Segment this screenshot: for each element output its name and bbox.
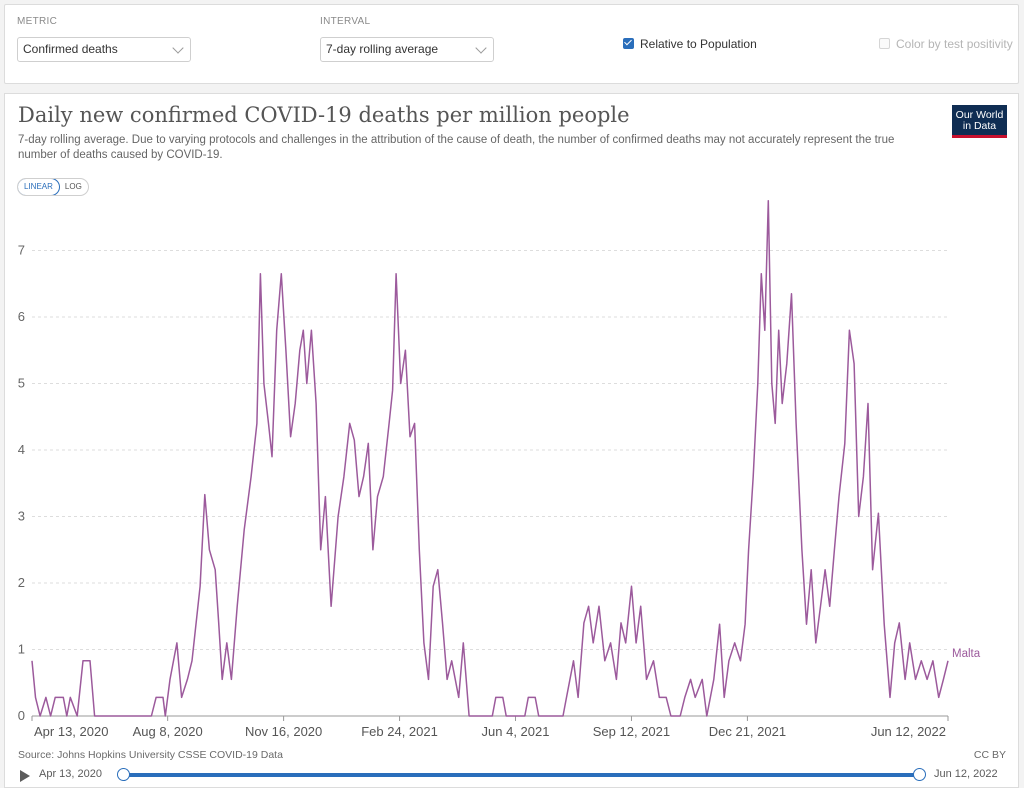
- series-line-malta: [31, 199, 949, 717]
- timeline-range-track[interactable]: [124, 773, 921, 777]
- x-tick-label: Jun 12, 2022: [871, 724, 946, 739]
- log-scale-button[interactable]: LOG: [64, 182, 82, 191]
- relative-to-population-label[interactable]: Relative to Population: [640, 37, 757, 51]
- interval-select-value: 7-day rolling average: [326, 42, 439, 56]
- x-tick-label: Dec 21, 2021: [709, 724, 786, 739]
- series-label: Malta: [952, 648, 981, 660]
- x-tick-label: Nov 16, 2020: [245, 724, 322, 739]
- y-tick-label: 3: [18, 509, 25, 524]
- metric-label: METRIC: [17, 16, 58, 27]
- owid-logo[interactable]: Our World in Data: [952, 105, 1007, 138]
- chart-title: Daily new confirmed COVID-19 deaths per …: [18, 103, 630, 127]
- chevron-down-icon: [475, 42, 487, 54]
- license-link[interactable]: CC BY: [973, 749, 1006, 761]
- x-tick-label: Apr 13, 2020: [34, 724, 108, 739]
- timeline-end-label: Jun 12, 2022: [934, 768, 998, 780]
- x-tick-label: Jun 4, 2021: [482, 724, 550, 739]
- logo-accent-bar: [952, 135, 1007, 138]
- x-tick-label: Feb 24, 2021: [361, 724, 438, 739]
- interval-select[interactable]: 7-day rolling average: [320, 37, 494, 62]
- metric-select[interactable]: Confirmed deaths: [17, 37, 191, 62]
- y-tick-label: 2: [18, 575, 25, 590]
- source-note: Source: Johns Hopkins University CSSE CO…: [18, 749, 283, 761]
- logo-line-1: Our World: [955, 109, 1004, 121]
- timeline: Apr 13, 2020 Jun 12, 2022: [5, 764, 1018, 786]
- chart-card: Daily new confirmed COVID-19 deaths per …: [4, 93, 1019, 788]
- color-by-test-positivity-label[interactable]: Color by test positivity: [896, 37, 1013, 51]
- scale-toggle: LINEAR LOG: [17, 178, 89, 196]
- y-tick-label: 7: [18, 243, 25, 258]
- metric-select-value: Confirmed deaths: [23, 42, 118, 56]
- y-tick-label: 0: [18, 708, 25, 723]
- play-icon[interactable]: [20, 770, 30, 782]
- timeline-start-handle[interactable]: [117, 768, 130, 781]
- controls-panel: METRIC Confirmed deaths INTERVAL 7-day r…: [4, 4, 1019, 84]
- x-tick-label: Sep 12, 2021: [593, 724, 670, 739]
- interval-label: INTERVAL: [320, 16, 371, 27]
- y-tick-label: 1: [18, 642, 25, 657]
- timeline-end-handle[interactable]: [913, 768, 926, 781]
- chart-subtitle: 7-day rolling average. Due to varying pr…: [18, 134, 895, 161]
- y-tick-label: 5: [18, 376, 25, 391]
- color-by-test-positivity-checkbox[interactable]: [879, 38, 890, 49]
- logo-line-2: in Data: [962, 120, 997, 132]
- linear-scale-button[interactable]: LINEAR: [17, 179, 60, 195]
- chevron-down-icon: [172, 42, 184, 54]
- y-tick-label: 4: [18, 442, 25, 457]
- line-chart: 0 1 2 3 4 5 6 7 Apr 13, 2020 Aug 8, 2020 Nov 16, 2…: [18, 199, 981, 739]
- relative-to-population-checkbox[interactable]: [623, 38, 634, 49]
- x-tick-label: Aug 8, 2020: [133, 724, 203, 739]
- y-tick-label: 6: [18, 309, 25, 324]
- timeline-start-label: Apr 13, 2020: [39, 768, 102, 780]
